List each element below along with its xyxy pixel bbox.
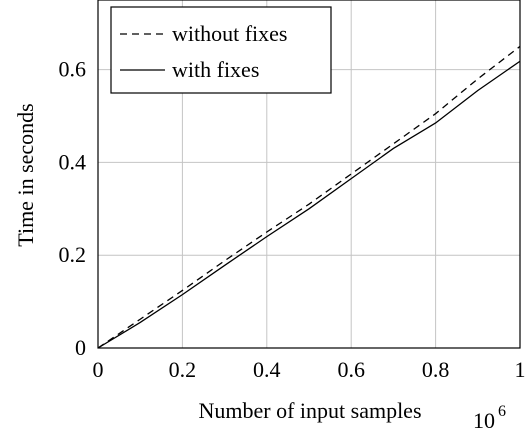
y-tick-label: 0 bbox=[75, 335, 86, 360]
y-tick-label: 0.2 bbox=[59, 242, 87, 267]
x-tick-label: 0.8 bbox=[422, 357, 450, 382]
y-tick-label: 0.4 bbox=[59, 149, 87, 174]
x-axis-multiplier-exponent: 6 bbox=[498, 403, 506, 420]
legend: without fixes with fixes bbox=[110, 6, 332, 94]
x-axis-label: Number of input samples bbox=[198, 398, 421, 423]
x-tick-label: 0.4 bbox=[253, 357, 281, 382]
series-line-with-fixes bbox=[97, 60, 521, 349]
legend-label-without-fixes: without fixes bbox=[172, 21, 288, 46]
series-layer bbox=[97, 45, 521, 349]
y-tick-label: 0.6 bbox=[59, 57, 87, 82]
series-line-without-fixes bbox=[97, 45, 521, 349]
plot-frame bbox=[97, 0, 521, 349]
x-tick-label: 1 bbox=[515, 357, 525, 382]
x-tick-label: 0.2 bbox=[169, 357, 197, 382]
legend-label-with-fixes: with fixes bbox=[172, 57, 259, 82]
y-axis-label: Time in seconds bbox=[13, 103, 38, 246]
x-tick-label: 0.6 bbox=[337, 357, 365, 382]
legend-box bbox=[110, 6, 332, 94]
x-axis-multiplier-base: 10 bbox=[473, 408, 495, 433]
x-tick-label: 0 bbox=[93, 357, 104, 382]
tick-labels: 0 0.2 0.4 0.6 0.8 1 0 0.2 0.4 0.6 bbox=[59, 57, 525, 382]
